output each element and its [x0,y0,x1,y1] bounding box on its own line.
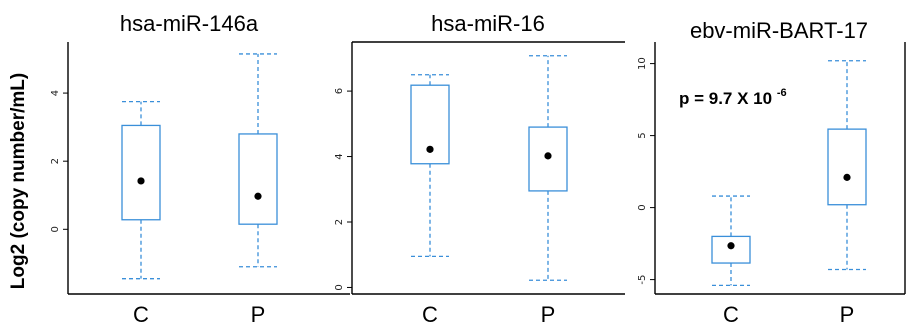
panel-2-title: hsa-miR-16 [431,11,545,36]
median-point [544,152,552,160]
x-tick-label: C [133,302,149,327]
iqr-box [528,126,568,192]
y-tick-label: 10 [637,57,648,70]
iqr-box [827,128,867,206]
panel-1-title: hsa-miR-146a [120,11,259,36]
p-value-annotation: p = 9.7 X 10 -6 [679,87,787,108]
x-tick-label: P [840,302,855,327]
median-point [254,192,262,200]
panel-3-title: ebv-miR-BART-17 [690,18,868,43]
y-tick-label: 0 [50,226,61,232]
iqr-box [410,84,450,165]
p-value-exponent: -6 [777,87,787,99]
y-tick-label: 0 [334,284,345,290]
panel-1: hsa-miR-146a 0 2 4 C P [50,11,350,327]
panel-3: ebv-miR-BART-17 p = 9.7 X 10 -6 -5 0 5 10 C P [637,18,906,327]
x-tick-label: C [422,302,438,327]
y-tick-label: 0 [637,204,648,210]
panel-2: hsa-miR-16 0 2 4 6 C P [334,11,625,327]
y-tick-label: 4 [334,153,345,159]
p-value-text: p = 9.7 X 10 [679,89,772,108]
median-point [843,173,851,181]
iqr-box [238,133,278,225]
iqr-box [711,235,751,264]
y-tick-label: 4 [50,90,61,96]
iqr-box [121,124,161,221]
x-tick-label: P [251,302,266,327]
y-tick-label: 2 [50,158,61,164]
median-point [727,242,735,250]
y-tick-label: -5 [637,275,648,285]
x-tick-label: P [541,302,556,327]
y-tick-label: 6 [334,88,345,94]
y-tick-label: 5 [637,132,648,138]
y-axis-label: Log2 (copy number/mL) [8,73,29,289]
median-point [137,177,145,185]
x-tick-label: C [723,302,739,327]
y-tick-label: 2 [334,219,345,225]
median-point [426,145,434,153]
